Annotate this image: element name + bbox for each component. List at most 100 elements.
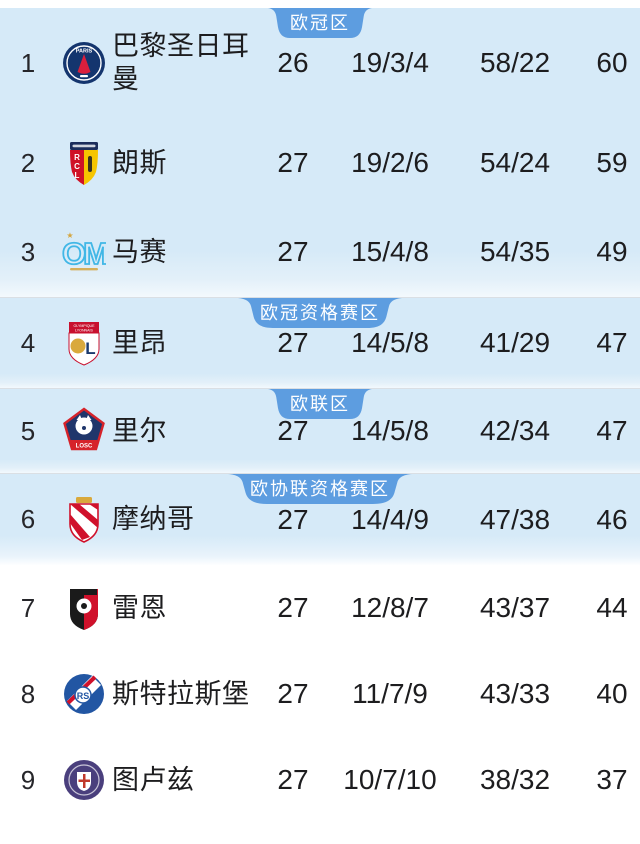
svg-text:L: L	[85, 339, 95, 358]
zone-badge-shape-icon	[238, 298, 402, 328]
points-cell: 37	[596, 764, 628, 795]
points-cell: 49	[596, 236, 628, 267]
goals-cell: 42/34	[479, 415, 551, 446]
goals-cell: 54/24	[479, 147, 551, 178]
zone-badge: 欧冠区	[268, 8, 372, 38]
zone-badge-shape-icon	[228, 474, 412, 504]
points-cell: 59	[596, 147, 628, 178]
wdl-cell: 15/4/8	[351, 236, 429, 267]
team-logo: OLYMPIQUE LYONNAIS L	[56, 319, 112, 367]
goals-cell: 47/38	[479, 503, 551, 535]
zone-badge: 欧联区	[268, 389, 372, 419]
svg-text:R: R	[74, 153, 80, 162]
rennes-crest-icon	[70, 589, 98, 630]
marseille-crest-icon: ★OM	[62, 231, 106, 272]
table-row[interactable]: 4 OLYMPIQUE LYONNAIS L 里昂 27 14/5/8 41/29 …	[0, 298, 640, 388]
svg-text:OLYMPIQUE: OLYMPIQUE	[73, 324, 95, 328]
team-name: 马赛	[112, 236, 167, 267]
team-logo	[56, 584, 112, 632]
wdl-cell: 10/7/10	[343, 764, 437, 795]
svg-text:OM: OM	[62, 236, 106, 271]
zone-badge: 欧协联资格赛区	[228, 474, 412, 504]
team-name: 斯特拉斯堡	[112, 678, 250, 709]
points-cell: 60	[596, 47, 628, 78]
zone-badge: 欧冠资格赛区	[238, 298, 402, 328]
points-cell: 40	[596, 678, 628, 709]
zone-badge-label: 欧冠区	[290, 13, 350, 33]
team-logo: LOSC	[56, 407, 112, 455]
rank-cell: 4	[20, 327, 36, 358]
team-name: 里昂	[112, 327, 167, 358]
rank-cell: 6	[20, 504, 36, 534]
table-row[interactable]: 7 雷恩 27 12/8/7 43/37 44	[0, 565, 640, 651]
table-row[interactable]: 3 ★ OM 马赛 27 15/4/8 54/35 49	[0, 208, 640, 296]
svg-text:LOSC: LOSC	[76, 444, 93, 450]
rank-cell: 8	[20, 678, 36, 709]
top-gap	[0, 0, 640, 8]
zone-section-cl-qualification: 欧冠资格赛区 4 OLYMPIQUE LYONNAIS L 里昂 27 14/5/8…	[0, 298, 640, 389]
table-row[interactable]: 9 图卢兹 27 10/7/10 38/32 37	[0, 737, 640, 823]
played-cell: 27	[277, 327, 309, 358]
lens-crest-icon: RCL	[70, 142, 98, 185]
section-midtable: 7 雷恩 27 12/8/7 43/37 44 8 RS 斯特拉斯堡 27 11…	[0, 565, 640, 844]
zone-badge-shape-icon	[268, 8, 372, 38]
played-cell: 27	[277, 147, 309, 178]
team-logo: RS	[56, 670, 112, 718]
played-cell: 27	[277, 236, 309, 267]
table-row[interactable]: 8 RS 斯特拉斯堡 27 11/7/9 43/33 40	[0, 651, 640, 737]
zone-section-europa-league: 欧联区 5 LOSC 里尔 27 14/5/8 42/34 47	[0, 389, 640, 474]
zone-section-conference-qualification: 欧协联资格赛区 6 摩纳哥 27 14/4/9 47/38 46	[0, 474, 640, 565]
team-logo: PARIS	[56, 39, 112, 87]
team-logo: ★ OM	[56, 228, 112, 276]
wdl-cell: 14/5/8	[351, 327, 429, 358]
svg-text:★: ★	[66, 231, 73, 240]
svg-text:LYONNAIS: LYONNAIS	[75, 328, 94, 332]
svg-text:PARIS: PARIS	[76, 49, 93, 55]
points-cell: 47	[596, 415, 628, 446]
wdl-cell: 14/4/9	[351, 503, 429, 535]
team-name: 朗斯	[112, 147, 167, 178]
played-cell: 27	[277, 764, 309, 795]
team-name: 雷恩	[112, 592, 167, 623]
rank-cell: 7	[20, 592, 36, 623]
points-cell: 44	[596, 592, 628, 623]
played-cell: 27	[277, 415, 309, 446]
goals-cell: 38/32	[479, 764, 551, 795]
svg-text:C: C	[74, 162, 80, 171]
rank-cell: 9	[20, 764, 36, 795]
zone-badge-label: 欧协联资格赛区	[250, 479, 390, 499]
toulouse-crest-icon	[64, 760, 104, 800]
table-row[interactable]: 5 LOSC 里尔 27 14/5/8 42/34 47	[0, 389, 640, 473]
svg-text:L: L	[75, 171, 80, 180]
lille-crest-icon: LOSC	[63, 407, 105, 451]
wdl-cell: 14/5/8	[351, 415, 429, 446]
strasbourg-crest-icon: RS	[64, 674, 104, 714]
goals-cell: 58/22	[479, 47, 551, 78]
rank-cell: 5	[20, 415, 36, 446]
team-name: 里尔	[112, 415, 167, 446]
goals-cell: 43/33	[479, 678, 551, 709]
played-cell: 27	[277, 592, 309, 623]
goals-cell: 41/29	[479, 327, 551, 358]
wdl-cell: 19/3/4	[351, 47, 429, 78]
played-cell: 26	[277, 47, 309, 78]
svg-text:RS: RS	[77, 691, 90, 701]
team-logo	[56, 496, 112, 544]
psg-crest-icon: PARIS	[63, 42, 105, 84]
team-name: 巴黎圣日耳曼	[112, 31, 250, 94]
zone-badge-label: 欧冠资格赛区	[260, 303, 380, 323]
points-cell: 47	[596, 327, 628, 358]
zone-badge-shape-icon	[268, 389, 372, 419]
zone-section-champions-league: 欧冠区 1 PARIS 巴黎圣日耳曼 26 19/3/4 58/22 60 2 …	[0, 8, 640, 298]
points-cell: 46	[596, 503, 628, 535]
table-row[interactable]: 6 摩纳哥 27 14/4/9 47/38 46	[0, 474, 640, 565]
goals-cell: 43/37	[479, 592, 551, 623]
table-row[interactable]: 1 PARIS 巴黎圣日耳曼 26 19/3/4 58/22 60	[0, 8, 640, 118]
zone-badge-label: 欧联区	[290, 394, 350, 414]
played-cell: 27	[277, 503, 309, 535]
wdl-cell: 12/8/7	[351, 592, 429, 623]
